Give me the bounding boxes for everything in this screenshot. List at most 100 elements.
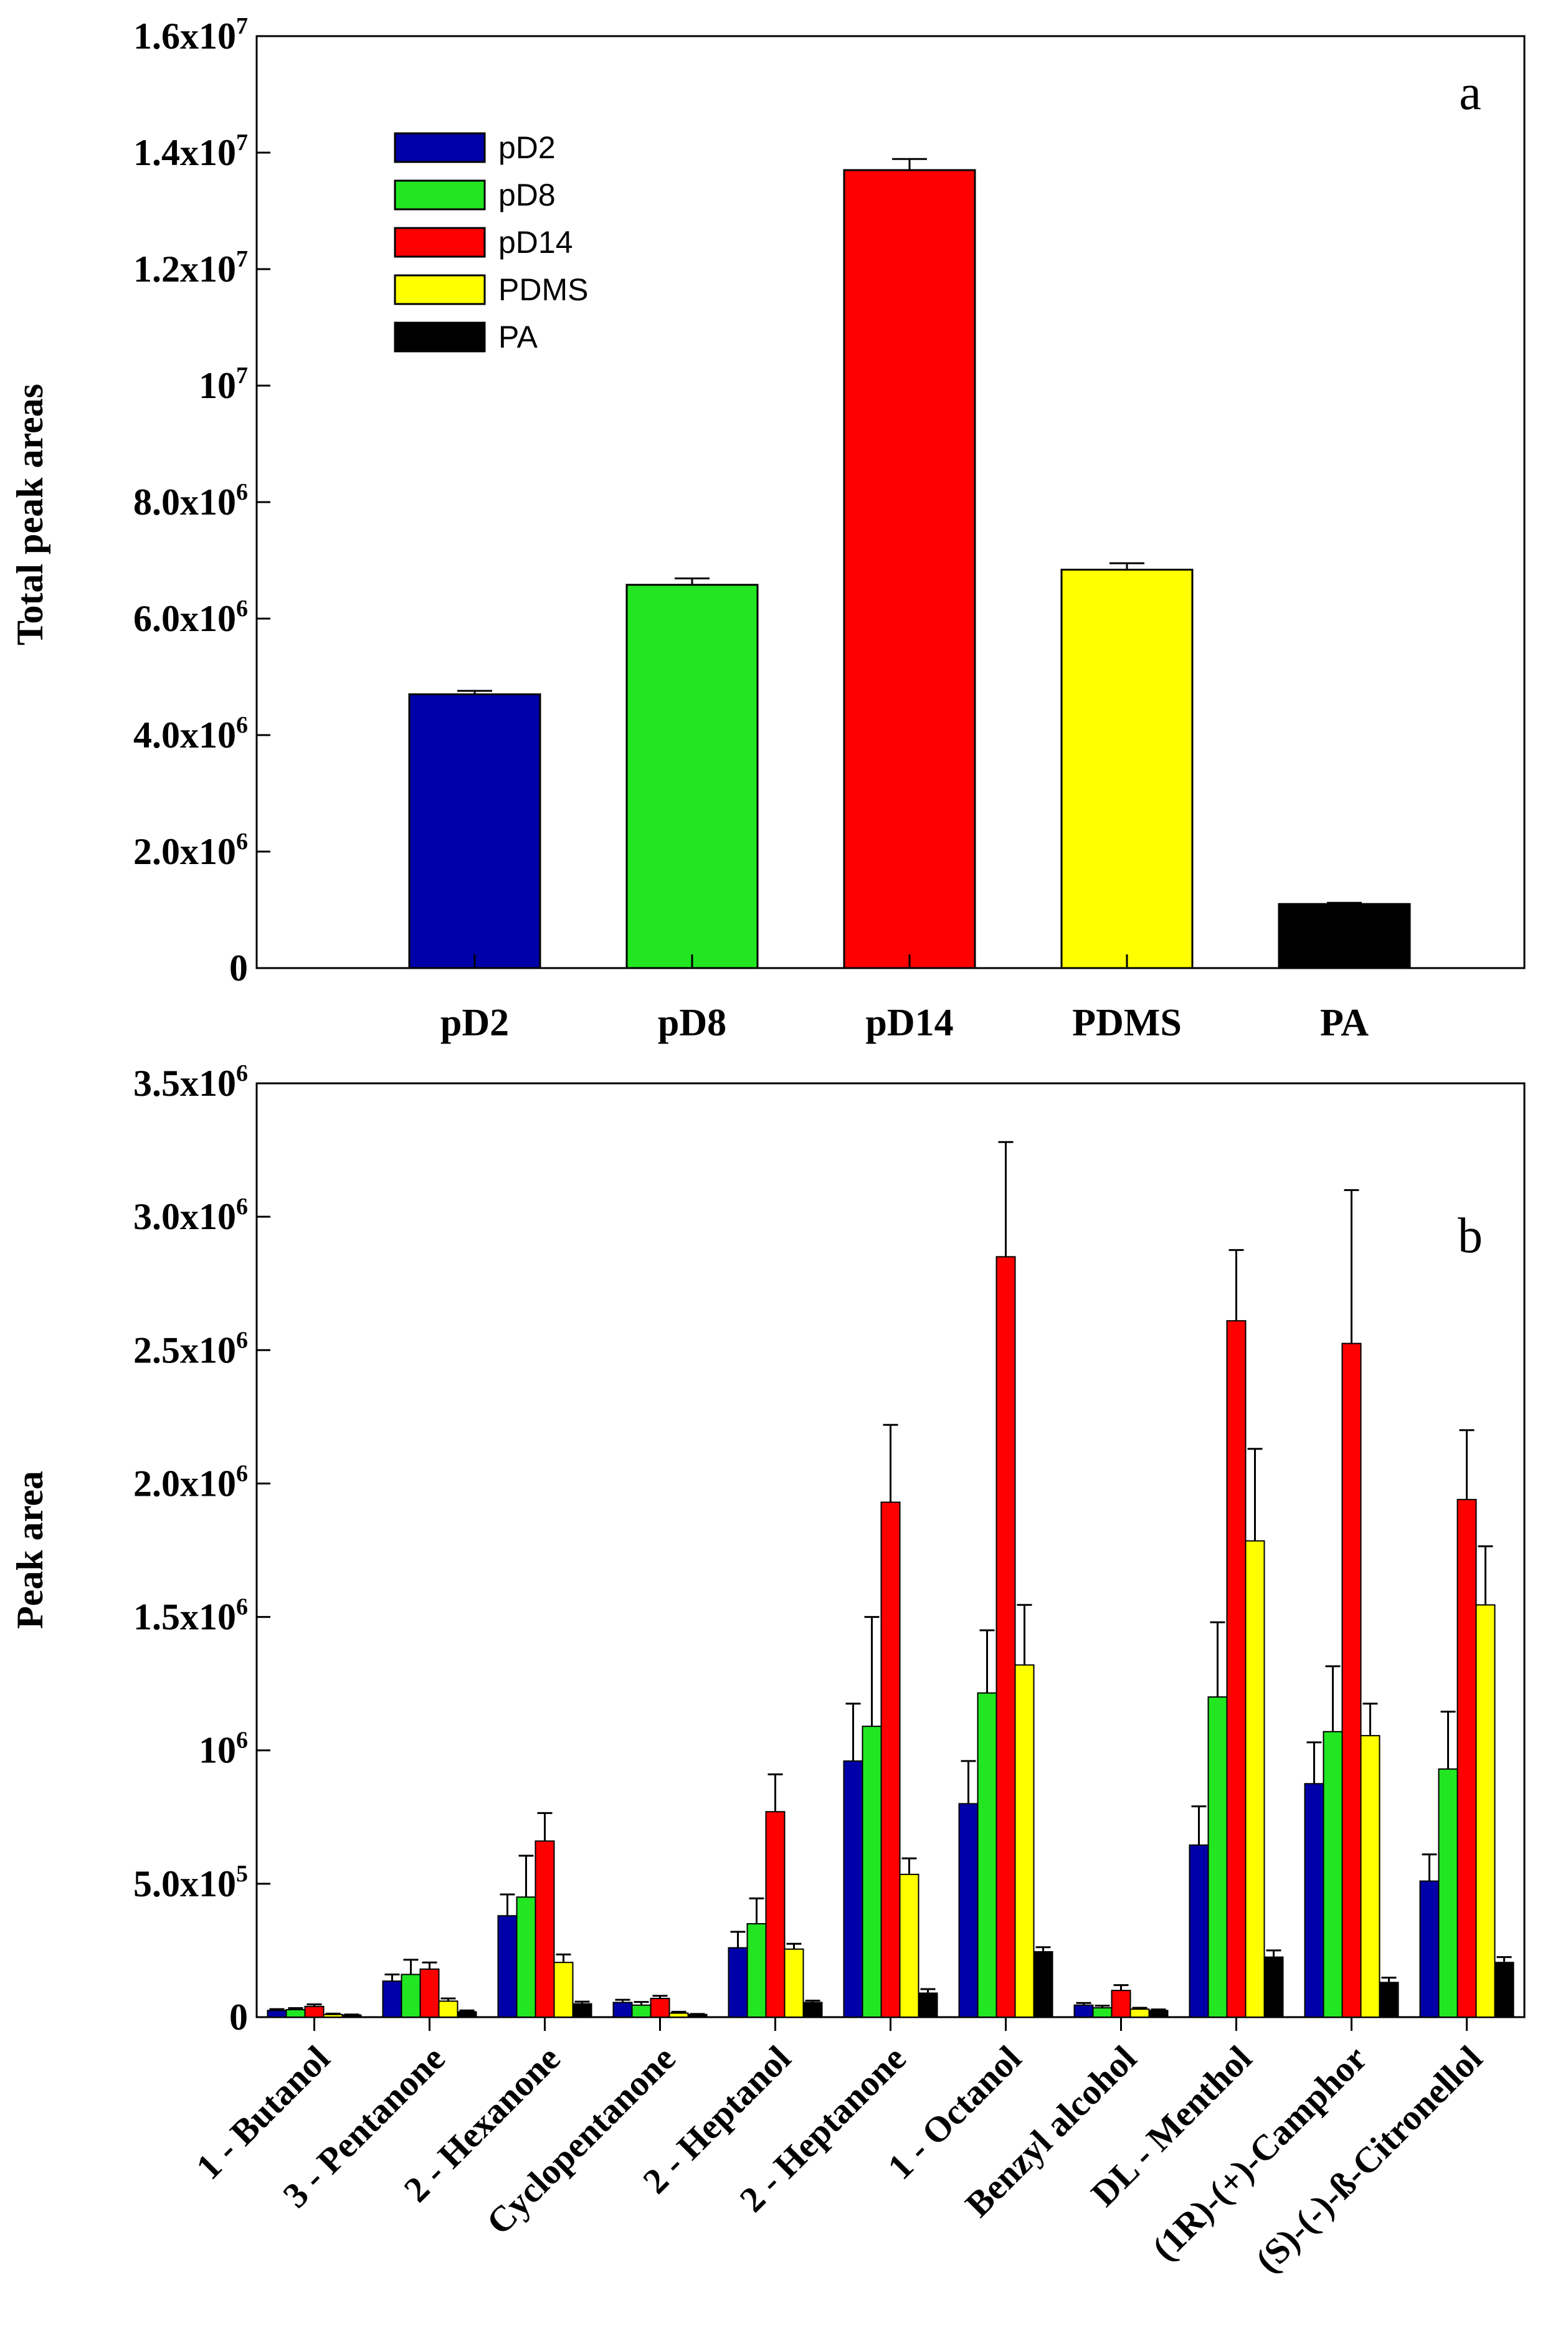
bar-group [497, 1812, 592, 2018]
bar-pdms [553, 1962, 574, 2018]
bar-pd14 [304, 2005, 325, 2018]
bar-pd8 [401, 1974, 421, 2018]
bar-pd14 [843, 169, 976, 969]
bar-pd14 [995, 1256, 1016, 2018]
bar-group [843, 1423, 938, 2018]
bar-pa [1263, 1956, 1284, 2018]
bar-pd2 [728, 1947, 748, 2018]
bar-group [1189, 1249, 1284, 2018]
bar-group [1304, 1189, 1399, 2018]
x-tick-label: pD2 [440, 1002, 509, 1044]
panel-b-letter: b [1458, 1209, 1483, 1263]
bar-pd2 [408, 693, 541, 969]
legend-swatch [394, 227, 486, 258]
bar-pd8 [862, 1726, 882, 2018]
bar-pd14 [1226, 1320, 1247, 2018]
bar-pd14 [880, 1501, 901, 2018]
bar-pdms [1245, 1540, 1265, 2018]
bar-pdms [438, 2000, 459, 2018]
y-tick-label: 2.0x106 [133, 1460, 248, 1504]
bar-pd14 [1111, 1990, 1131, 2018]
y-tick-label: 0 [229, 948, 248, 989]
bar-pa [572, 2003, 592, 2018]
bar-pd2 [267, 2010, 287, 2018]
y-tick-label: 3.5x106 [133, 1060, 248, 1104]
x-tick-label: PA [1320, 1002, 1369, 1044]
bar-group [382, 1959, 477, 2018]
panel-b-y-axis-label: Peak area [9, 1471, 50, 1629]
bar-pdms [1014, 1664, 1035, 2018]
legend-label: PDMS [498, 272, 588, 307]
bar-pa [1033, 1951, 1053, 2018]
bar-pd2 [1189, 1844, 1209, 2018]
legend-label: pD8 [498, 178, 556, 212]
legend-item-pd8: pD8 [394, 178, 556, 212]
bar-pd14 [419, 1968, 440, 2018]
bar-pd8 [1323, 1731, 1343, 2018]
bar-pa [918, 1992, 938, 2018]
panel-a-y-axis-label: Total peak areas [9, 384, 50, 645]
bar-pdms [1360, 1735, 1380, 2018]
bar-pd14 [1341, 1342, 1362, 2018]
bar-pa [1379, 1982, 1399, 2018]
panel-b-bars [267, 1141, 1514, 2018]
bar-pd2 [1073, 2004, 1094, 2018]
y-tick-label: 1.6x107 [133, 13, 248, 57]
bar-pdms [1060, 568, 1194, 969]
bar-pd14 [535, 1840, 555, 2018]
bar-pdms [668, 2012, 689, 2018]
bar-group [958, 1141, 1053, 2018]
bar-pd2 [1304, 1783, 1324, 2018]
y-tick-label: 1.4x107 [133, 130, 248, 173]
bar-group [267, 2003, 362, 2018]
legend-label: pD14 [498, 225, 573, 260]
bar-pd2 [382, 1980, 402, 2018]
y-tick-label: 106 [199, 1727, 248, 1771]
legend: pD2 pD8 pD14 PDMS PA [394, 130, 588, 354]
bar-pd8 [285, 2009, 306, 2018]
bar-pa [457, 2011, 477, 2018]
panel-a-y-axis: 0 2.0x106 4.0x106 6.0x106 8.0x106 107 1.2x107 1… [133, 13, 270, 989]
x-tick-label: (S)-(-)-ß-Citronellol [1248, 2038, 1490, 2280]
bar-pd8 [1092, 2007, 1113, 2018]
bar-group [612, 1995, 708, 2018]
bar-pa [1494, 1962, 1514, 2018]
y-tick-label: 107 [199, 363, 248, 406]
bar-group [1073, 1984, 1169, 2018]
x-tick-label: PDMS [1072, 1002, 1182, 1044]
legend-item-pa: PA [394, 320, 538, 354]
bar-pdms [1129, 2008, 1150, 2018]
bar-pdms [323, 2013, 343, 2018]
bar-pa [802, 2002, 823, 2018]
legend-swatch [394, 132, 486, 163]
bar-pd2 [497, 1915, 518, 2018]
bar-pdms [899, 1873, 919, 2018]
legend-label: pD2 [498, 130, 556, 165]
legend-label: PA [498, 320, 538, 354]
panel-a-x-axis: pD2 pD8 pD14 PDMS PA [440, 954, 1369, 1044]
y-tick-label: 8.0x106 [133, 479, 248, 523]
legend-item-pd14: pD14 [394, 225, 573, 260]
legend-swatch [394, 179, 486, 211]
y-tick-label: 1.2x107 [133, 246, 248, 290]
bar-pd8 [631, 2004, 652, 2018]
bar-pa [687, 2013, 708, 2018]
bar-pd14 [765, 1811, 786, 2018]
bar-pd14 [650, 1998, 670, 2018]
bar-pd8 [977, 1692, 997, 2018]
bar-group [728, 1773, 823, 2018]
bar-pd2 [843, 1760, 863, 2018]
legend-swatch [394, 321, 486, 353]
x-tick-label: pD8 [658, 1002, 726, 1044]
bar-pa [341, 2014, 362, 2018]
panel-b-y-axis: 0 5.0x105 106 1.5x106 2.0x106 2.5x106 3.0x106 3… [133, 1060, 270, 2038]
y-tick-label: 0 [229, 1997, 248, 2038]
y-tick-label: 4.0x106 [133, 712, 248, 756]
bar-pd8 [1438, 1768, 1458, 2018]
y-tick-label: 1.5x106 [133, 1594, 248, 1638]
y-tick-label: 2.5x106 [133, 1327, 248, 1371]
bar-pd14 [1456, 1499, 1477, 2018]
y-tick-label: 5.0x105 [133, 1861, 248, 1904]
